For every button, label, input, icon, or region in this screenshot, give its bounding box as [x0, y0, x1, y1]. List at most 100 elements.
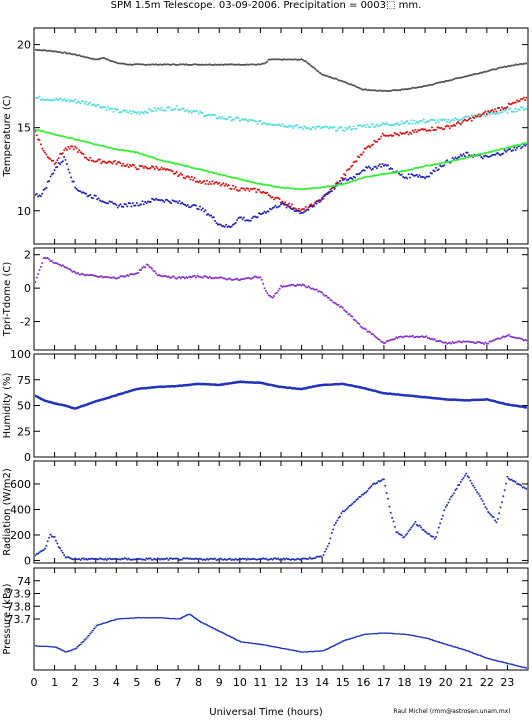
data-point: [161, 199, 164, 202]
data-point: [119, 162, 122, 165]
data-point: [237, 117, 240, 120]
data-point: [321, 73, 324, 76]
data-point: [495, 521, 498, 524]
y-axis-label: Temperature (C): [2, 95, 13, 177]
data-point: [61, 551, 64, 554]
data-point: [204, 182, 207, 185]
data-point: [459, 123, 462, 126]
data-point: [487, 110, 490, 113]
data-point: [60, 98, 63, 101]
data-point: [105, 162, 108, 165]
data-point: [92, 159, 95, 162]
data-point: [526, 406, 527, 409]
data-point: [377, 164, 380, 167]
data-point: [433, 119, 436, 122]
data-point: [447, 501, 450, 504]
panel-data: [35, 613, 527, 669]
data-point: [481, 112, 484, 115]
data-point: [469, 117, 472, 120]
data-point: [96, 198, 99, 201]
data-point: [463, 155, 466, 158]
data-point: [289, 559, 292, 562]
data-point: [286, 204, 289, 207]
data-point: [153, 167, 156, 170]
y-tick-label: 0: [24, 282, 31, 295]
data-point: [439, 522, 442, 525]
data-point: [134, 204, 137, 207]
data-point: [46, 540, 49, 543]
data-point: [189, 206, 192, 209]
data-point: [225, 223, 228, 226]
data-point: [524, 144, 527, 147]
data-point: [509, 147, 512, 150]
data-point: [487, 151, 490, 154]
data-point: [170, 202, 173, 205]
data-point: [142, 203, 145, 206]
data-point: [310, 128, 313, 131]
x-tick-label: 13: [295, 676, 309, 689]
data-point: [240, 119, 243, 122]
data-point: [329, 537, 332, 540]
data-point: [295, 208, 298, 211]
data-point: [102, 56, 105, 59]
data-point: [63, 149, 66, 152]
data-point: [349, 504, 352, 507]
data-point: [404, 533, 407, 536]
data-point: [196, 109, 199, 112]
data-point: [407, 530, 410, 533]
data-point: [467, 476, 470, 479]
data-point: [496, 152, 499, 155]
data-point: [244, 557, 247, 560]
data-point: [440, 126, 443, 129]
data-point: [448, 341, 451, 344]
data-point: [454, 156, 457, 159]
data-point: [248, 189, 251, 192]
data-point: [319, 127, 322, 130]
data-point: [87, 159, 90, 162]
data-point: [220, 115, 223, 118]
data-point: [260, 123, 263, 126]
data-point: [513, 110, 516, 113]
data-point: [478, 495, 481, 498]
data-point: [451, 494, 454, 497]
data-point: [46, 155, 49, 158]
data-point: [259, 558, 262, 561]
data-point: [389, 511, 392, 514]
data-point: [105, 108, 108, 111]
data-point: [116, 108, 119, 111]
data-point: [85, 192, 88, 195]
data-point: [190, 175, 193, 178]
data-point: [500, 111, 503, 114]
data-point: [181, 173, 184, 176]
data-point: [35, 276, 38, 279]
data-point: [367, 487, 370, 490]
data-point: [43, 547, 46, 550]
data-point: [201, 207, 204, 210]
data-point: [414, 520, 417, 523]
data-point: [365, 147, 368, 150]
data-point: [71, 145, 74, 148]
data-point: [387, 497, 390, 500]
panel-data: [35, 380, 527, 410]
data-point: [446, 159, 449, 162]
data-point: [207, 277, 210, 280]
data-point: [104, 106, 107, 109]
data-point: [376, 123, 379, 126]
data-point: [288, 205, 291, 208]
data-point: [196, 274, 199, 277]
data-point: [155, 197, 158, 200]
data-point: [318, 201, 321, 204]
data-point: [189, 109, 192, 112]
data-point: [149, 557, 152, 560]
data-point: [38, 95, 41, 98]
data-point: [444, 505, 447, 508]
data-point: [64, 147, 67, 150]
data-point: [56, 159, 59, 162]
data-point: [118, 204, 121, 207]
data-point: [135, 112, 138, 115]
data-point: [411, 334, 414, 337]
data-point: [472, 340, 475, 343]
data-point: [271, 296, 274, 299]
data-point: [319, 199, 322, 202]
data-point: [507, 146, 510, 149]
